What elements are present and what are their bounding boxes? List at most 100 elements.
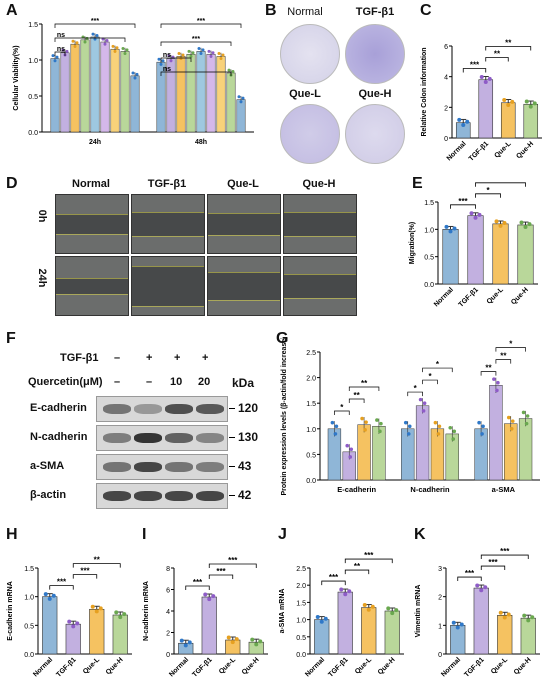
tgf-label: TGF-β1 <box>60 352 99 364</box>
bar-Normal <box>314 619 330 655</box>
y-axis-label: N-cadherin mRNA <box>143 581 150 641</box>
y-tick-label: 0.0 <box>424 282 434 289</box>
wound-image <box>283 256 357 316</box>
data-point <box>55 55 59 59</box>
y-tick-label: 2 <box>166 631 170 638</box>
data-point <box>131 71 135 75</box>
sig-bracket <box>348 386 380 392</box>
data-point <box>122 612 127 617</box>
kda-dash <box>229 437 235 438</box>
bar <box>372 425 386 481</box>
data-point <box>379 421 383 426</box>
data-point <box>421 409 426 413</box>
data-point <box>509 427 514 431</box>
data-point <box>444 224 449 229</box>
sig-label: *** <box>197 18 205 25</box>
sig-bracket <box>480 371 497 376</box>
bar-Que-L <box>500 102 516 139</box>
sig-label: ** <box>354 391 361 400</box>
data-point <box>502 97 507 102</box>
data-point <box>390 611 395 616</box>
sig-bracket <box>462 68 487 73</box>
y-tick-label: 0 <box>444 136 448 143</box>
data-point <box>254 642 259 647</box>
data-point <box>226 635 231 640</box>
data-point <box>366 607 371 612</box>
y-axis-label: E-cadherin mRNA <box>7 581 14 641</box>
data-point <box>437 424 442 429</box>
data-point <box>532 101 537 106</box>
data-point <box>452 226 457 231</box>
data-point <box>360 416 364 421</box>
bar <box>226 72 236 133</box>
data-point <box>211 594 216 599</box>
data-point <box>528 104 533 109</box>
blot-band <box>134 433 162 443</box>
panel-label-f: F <box>6 330 16 347</box>
sig-bracket <box>160 23 242 28</box>
data-point <box>201 48 205 52</box>
sig-label: *** <box>470 61 480 70</box>
blot-band <box>165 404 193 414</box>
data-point <box>53 59 57 63</box>
sig-bracket <box>321 580 346 586</box>
blot-band <box>196 491 224 501</box>
panel-label-g: G <box>276 330 289 347</box>
bar-TGF-β1 <box>467 215 484 285</box>
sig-bracket <box>485 46 532 51</box>
tgf-sign-3: + <box>174 352 181 364</box>
y-tick-label: 1.0 <box>24 595 34 602</box>
x-tick-label: Normal <box>433 286 455 308</box>
blot-band <box>165 462 193 472</box>
kda-dash <box>229 408 235 409</box>
data-point <box>94 609 99 614</box>
sig-label: * <box>428 372 432 381</box>
data-point <box>105 39 109 43</box>
bar-Que-L <box>361 607 377 655</box>
y-tick-label: 0.0 <box>306 478 316 485</box>
data-point <box>231 70 235 74</box>
sig-bracket <box>185 585 210 591</box>
data-point <box>451 437 456 441</box>
sig-bracket <box>344 558 393 564</box>
data-point <box>113 49 117 53</box>
data-point <box>157 57 161 61</box>
bar <box>100 41 110 133</box>
data-point <box>234 637 239 642</box>
data-point <box>135 72 139 76</box>
kda-dash <box>229 466 235 467</box>
data-point <box>85 36 89 40</box>
data-point <box>207 49 211 53</box>
blot-label: β-actin <box>30 489 67 501</box>
sig-label: *** <box>228 556 238 565</box>
sig-bracket <box>457 576 482 582</box>
y-tick-label: 1.5 <box>296 600 306 607</box>
sig-bracket <box>344 569 370 575</box>
y-tick-label: 0.5 <box>28 94 38 101</box>
y-axis-label: Protein expression levels (β-actin/fold … <box>281 338 288 496</box>
quercetin-val-3: 10 <box>170 376 183 388</box>
x-tick-label: a-SMA <box>492 485 516 494</box>
y-tick-label: 2.5 <box>296 566 306 573</box>
data-point <box>183 643 188 648</box>
data-point <box>363 428 367 432</box>
data-point <box>364 420 368 424</box>
bar-TGF-β1 <box>478 79 494 139</box>
data-point <box>217 52 221 56</box>
x-tick-label: N-cadherin <box>410 485 450 494</box>
bar-Que-H <box>520 617 536 655</box>
sig-label: ** <box>94 556 101 565</box>
y-tick-label: 2.0 <box>306 376 316 383</box>
data-point <box>115 46 119 50</box>
blot-band <box>196 404 224 414</box>
sig-label: * <box>509 340 513 349</box>
kda-value: 130 <box>238 430 259 444</box>
x-tick-label: Que-H <box>513 656 533 676</box>
blot-band <box>165 433 193 443</box>
panel-label-d: D <box>6 175 18 192</box>
x-tick-label: TGF-β1 <box>458 286 480 308</box>
data-point <box>237 95 241 99</box>
ncadherin-mrna-chart: 0 2 4 6 8 N-cadherin mRNA Normal TGF-β1 Que-L Que… <box>143 556 268 679</box>
data-point <box>241 96 245 100</box>
data-point <box>61 48 65 52</box>
